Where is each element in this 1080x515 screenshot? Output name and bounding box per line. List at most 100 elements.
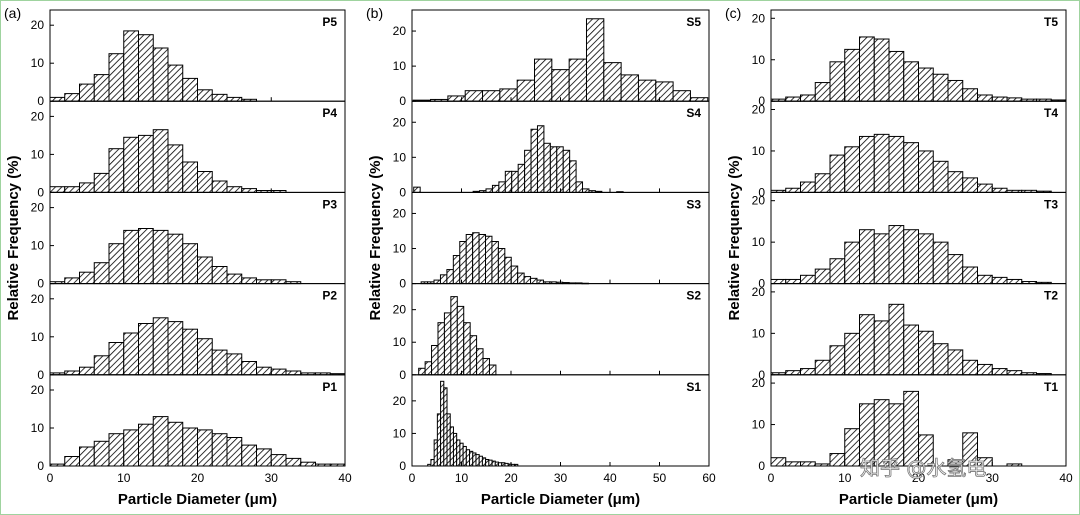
bar-s5-10 bbox=[585, 18, 605, 102]
bar-p2-12 bbox=[226, 353, 243, 376]
bar-s3-10 bbox=[485, 235, 493, 285]
bar-p5-12 bbox=[226, 96, 243, 102]
panel-label-t3: T3 bbox=[1044, 197, 1058, 211]
xtick-label: 60 bbox=[702, 471, 716, 485]
bar-p4-9 bbox=[182, 161, 198, 193]
bar-t5-7 bbox=[873, 38, 890, 102]
bar-s3-18 bbox=[536, 279, 544, 285]
ytick-label: 10 bbox=[752, 53, 766, 67]
bar-p1-5 bbox=[123, 429, 139, 467]
ytick-label: 20 bbox=[393, 115, 407, 129]
bar-s2-8 bbox=[469, 335, 478, 376]
bar-t2-16 bbox=[1006, 370, 1023, 376]
ytick-label: 20 bbox=[393, 206, 407, 220]
bar-p5-9 bbox=[182, 77, 198, 102]
ytick-label: 20 bbox=[393, 394, 407, 408]
bar-s3-16 bbox=[523, 276, 532, 285]
panel-label-t4: T4 bbox=[1044, 106, 1058, 120]
bar-t5-11 bbox=[932, 73, 949, 102]
bar-s4-13 bbox=[549, 146, 558, 193]
bar-t2-6 bbox=[859, 314, 875, 376]
bar-p1-10 bbox=[197, 429, 213, 467]
bar-p1-12 bbox=[226, 437, 243, 467]
bar-p2-16 bbox=[285, 370, 302, 376]
ytick-label: 0 bbox=[399, 277, 406, 291]
bar-s2-6 bbox=[456, 305, 465, 376]
bar-t2-9 bbox=[903, 324, 919, 376]
bar-p5-7 bbox=[152, 47, 169, 102]
ytick-label: 10 bbox=[752, 144, 766, 158]
ytick-label: 0 bbox=[758, 459, 765, 473]
xtick-label: 0 bbox=[409, 471, 416, 485]
y-axis-label: Relative Frequency (%) bbox=[5, 155, 22, 320]
bar-p4-8 bbox=[167, 144, 184, 193]
ytick-label: 0 bbox=[37, 459, 44, 473]
bar-t1-4 bbox=[829, 453, 846, 467]
bar-t1-2 bbox=[800, 461, 816, 467]
bar-s4-15 bbox=[562, 149, 571, 193]
bar-p1-2 bbox=[79, 446, 95, 467]
bar-t5-8 bbox=[888, 50, 905, 102]
bar-t2-7 bbox=[873, 320, 890, 376]
bar-s2-0 bbox=[418, 367, 426, 376]
bar-t3-0 bbox=[770, 278, 787, 285]
xtick-label: 50 bbox=[653, 471, 667, 485]
bar-s5-7 bbox=[534, 58, 553, 102]
bar-p3-8 bbox=[167, 233, 184, 285]
bar-t4-11 bbox=[932, 160, 949, 193]
bar-t3-9 bbox=[903, 229, 919, 285]
bar-s5-8 bbox=[551, 69, 570, 102]
bar-t2-4 bbox=[829, 345, 846, 376]
bar-p4-5 bbox=[123, 136, 139, 193]
bar-p1-17 bbox=[300, 461, 316, 467]
bar-p2-1 bbox=[64, 370, 80, 376]
bar-p1-13 bbox=[241, 444, 257, 467]
bar-p1-3 bbox=[93, 440, 110, 467]
bar-t2-3 bbox=[814, 359, 831, 376]
bar-t5-1 bbox=[785, 96, 801, 102]
panel-label-p2: P2 bbox=[322, 289, 337, 303]
bar-s5-9 bbox=[568, 58, 587, 102]
bar-p3-7 bbox=[152, 229, 169, 285]
ytick-label: 0 bbox=[37, 277, 44, 291]
bar-s4-11 bbox=[536, 125, 545, 193]
bar-t3-10 bbox=[918, 233, 934, 285]
bar-p1-6 bbox=[138, 423, 154, 467]
bar-t2-15 bbox=[991, 368, 1008, 376]
bar-s4-16 bbox=[569, 160, 577, 193]
bar-p3-13 bbox=[241, 277, 257, 285]
panel-label-s4: S4 bbox=[686, 106, 701, 120]
bar-p5-10 bbox=[197, 89, 213, 102]
bar-t1-5 bbox=[844, 428, 860, 467]
bar-s2-9 bbox=[476, 348, 484, 376]
bar-s4-7 bbox=[511, 170, 519, 193]
ytick-label: 10 bbox=[31, 330, 45, 344]
bar-p5-2 bbox=[79, 83, 95, 102]
bar-s4-10 bbox=[530, 128, 538, 193]
ytick-label: 10 bbox=[31, 239, 45, 253]
bar-s5-13 bbox=[637, 79, 657, 102]
bar-t3-8 bbox=[888, 225, 905, 285]
bar-p2-8 bbox=[167, 321, 184, 376]
ytick-label: 20 bbox=[752, 285, 766, 299]
bar-p4-6 bbox=[138, 134, 154, 193]
ytick-label: 20 bbox=[31, 18, 45, 32]
bar-s3-12 bbox=[497, 248, 506, 285]
bar-p4-11 bbox=[211, 180, 228, 193]
watermark: 知乎 @水氢电 bbox=[860, 452, 987, 481]
bar-s4-3 bbox=[485, 188, 493, 193]
bar-p3-11 bbox=[211, 266, 228, 285]
bar-p4-10 bbox=[197, 171, 213, 193]
bar-t3-7 bbox=[873, 233, 890, 285]
bar-s2-10 bbox=[482, 358, 490, 376]
bar-s3-14 bbox=[510, 265, 519, 285]
bar-t3-5 bbox=[844, 241, 860, 285]
bar-t2-2 bbox=[800, 368, 816, 376]
bar-p2-9 bbox=[182, 328, 198, 376]
panel-label-s2: S2 bbox=[686, 289, 701, 303]
bar-t4-4 bbox=[829, 154, 846, 193]
bar-t3-14 bbox=[977, 274, 993, 285]
bar-p1-15 bbox=[270, 454, 287, 467]
bar-t2-13 bbox=[962, 359, 978, 376]
bar-s2-11 bbox=[488, 364, 497, 376]
